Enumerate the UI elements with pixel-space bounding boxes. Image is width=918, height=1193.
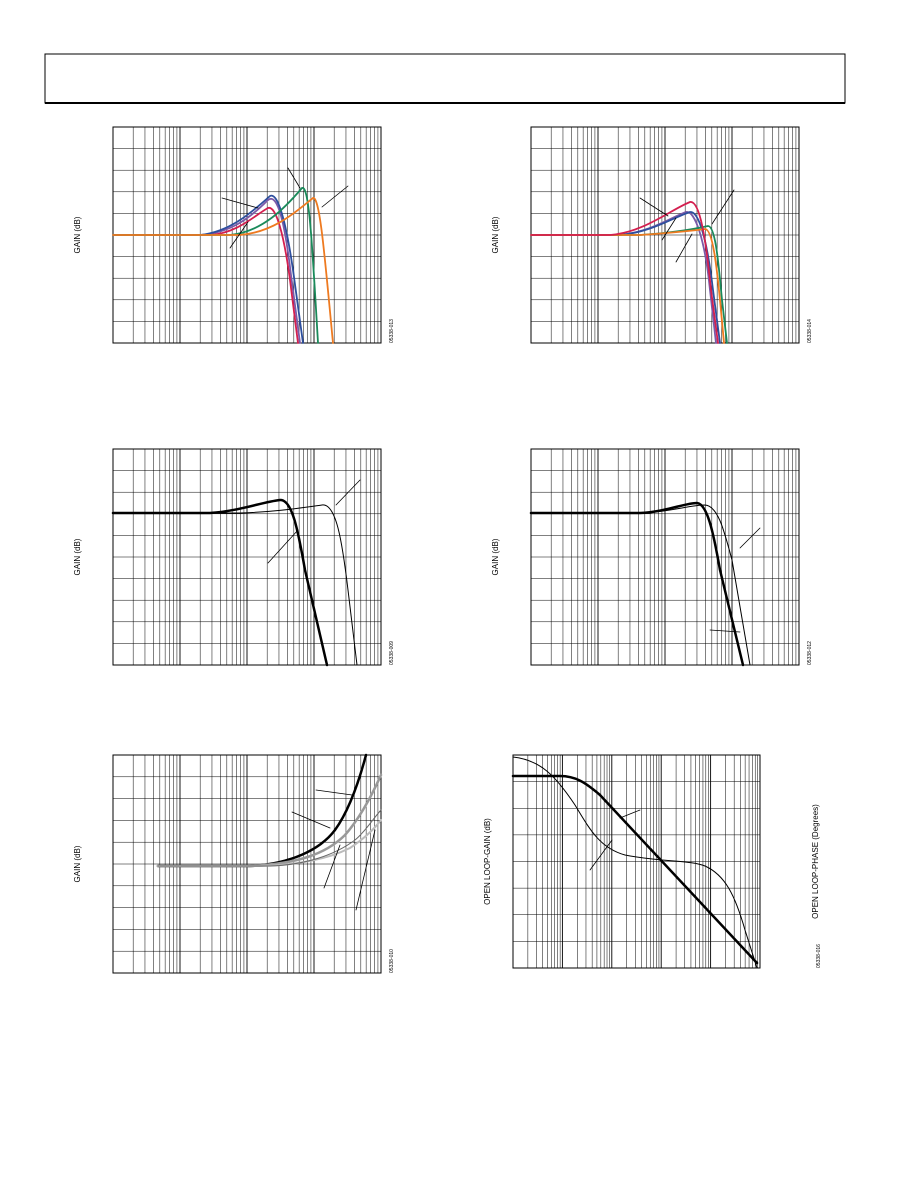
figure-id: 05338-012 xyxy=(807,641,813,665)
figure-id: 05338-016 xyxy=(816,944,822,968)
plot-grid xyxy=(112,448,382,666)
y-axis-label: GAIN (dB) xyxy=(73,538,82,575)
y-axis-label: GAIN (dB) xyxy=(491,216,500,253)
plot-frame xyxy=(112,754,382,974)
plot-grid xyxy=(530,448,800,666)
figure-id: 05338-014 xyxy=(807,319,813,343)
y-axis-label: GAIN (dB) xyxy=(491,538,500,575)
header-box xyxy=(44,53,846,104)
labels: GAIN (dB) 05338-013 GAIN (dB) 05338-014 GAIN… xyxy=(73,216,822,973)
plot-frame xyxy=(530,448,800,666)
y-axis-label: GAIN (dB) xyxy=(73,845,82,882)
curves-6 xyxy=(511,756,759,969)
plot-frame xyxy=(512,754,761,969)
plot-frame xyxy=(112,448,382,666)
y2-axis-label: OPEN LOOP-PHASE (Degrees) xyxy=(811,804,820,919)
figure-id: 05338-009 xyxy=(389,641,395,665)
curves-1 xyxy=(112,167,349,344)
curves-4 xyxy=(529,501,761,667)
curves-3 xyxy=(111,479,361,667)
curves-2 xyxy=(530,189,735,344)
curves-5 xyxy=(156,753,383,911)
y-axis-label: OPEN LOOP-GAIN (dB) xyxy=(483,818,492,905)
grids xyxy=(112,126,800,974)
figure-id: 05338-010 xyxy=(389,949,395,973)
plot-grid xyxy=(512,754,761,969)
plot-grid xyxy=(112,754,382,974)
figure-id: 05338-013 xyxy=(389,319,395,343)
y-axis-label: GAIN (dB) xyxy=(73,216,82,253)
